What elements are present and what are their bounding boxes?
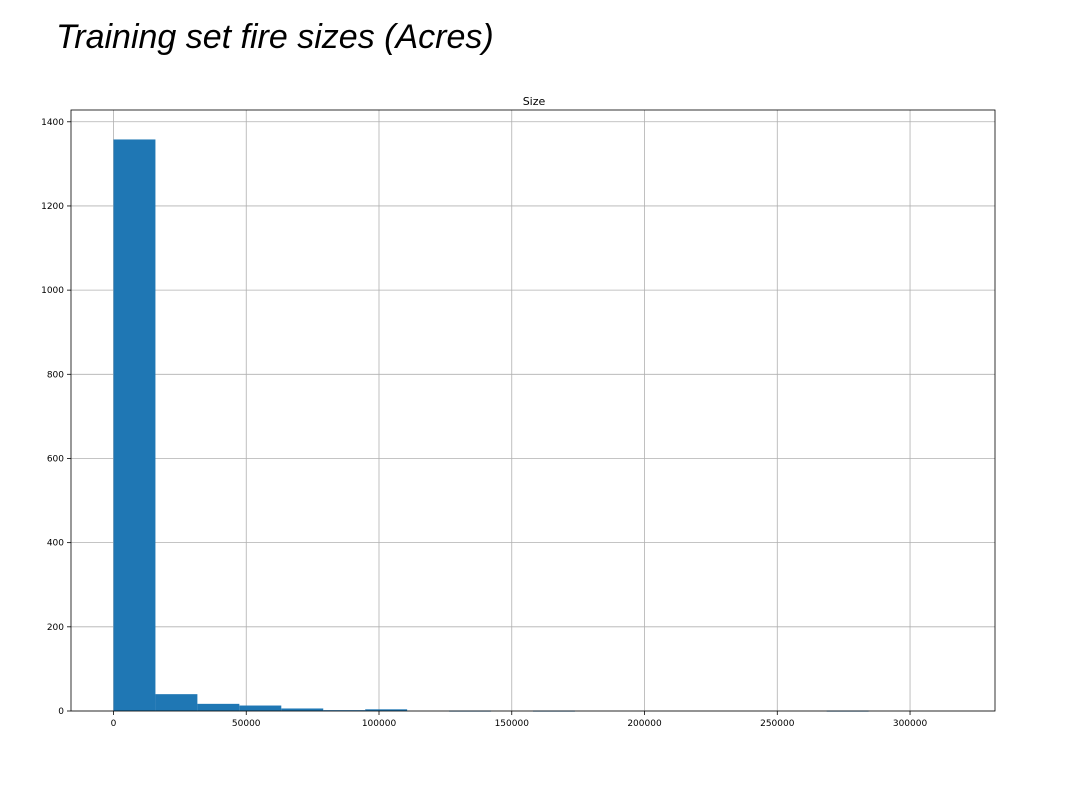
x-tick-label: 100000 <box>362 719 397 729</box>
y-tick-label: 400 <box>47 539 64 549</box>
x-tick-label: 0 <box>111 719 117 729</box>
histogram-bars <box>113 139 869 712</box>
x-tick-label: 50000 <box>232 719 261 729</box>
histogram-bar <box>155 694 198 711</box>
y-tick-label: 800 <box>47 370 64 380</box>
histogram-bar <box>281 708 324 711</box>
y-tick-label: 0 <box>58 707 64 717</box>
x-tick-label: 300000 <box>893 719 928 729</box>
y-tick-label: 1000 <box>41 286 64 296</box>
y-axis: 0 200 400 600 800 1000 1200 1400 <box>41 118 71 717</box>
y-tick-label: 1200 <box>41 202 64 212</box>
y-tick-label: 600 <box>47 454 64 464</box>
histogram-bar <box>239 705 282 711</box>
histogram-bar <box>197 703 240 711</box>
chart-title: Size <box>523 95 546 108</box>
y-tick-label: 1400 <box>41 118 64 128</box>
x-tick-label: 250000 <box>760 719 795 729</box>
grid-lines <box>71 110 995 712</box>
histogram-bar <box>365 709 408 711</box>
slide-title: Training set fire sizes (Acres) <box>56 18 494 56</box>
plot-frame <box>70 109 996 712</box>
histogram-bar <box>113 139 156 711</box>
y-tick-label: 200 <box>47 623 64 633</box>
x-axis: 0 50000 100000 150000 200000 250000 300000 <box>111 711 928 729</box>
x-tick-label: 200000 <box>627 719 662 729</box>
x-tick-label: 150000 <box>495 719 530 729</box>
